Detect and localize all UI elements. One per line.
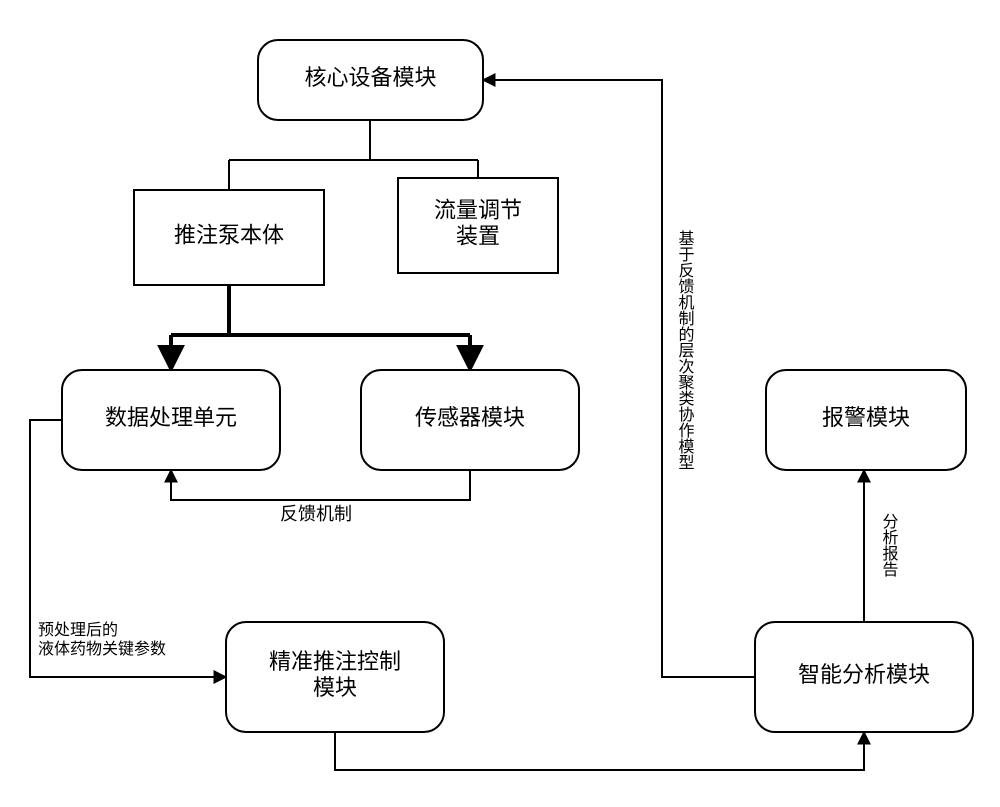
edge-label-preprocess-1: 预处理后的 — [38, 621, 118, 639]
node-label: 数据处理单元 — [105, 405, 237, 430]
node-label-2: 模块 — [313, 675, 357, 700]
node-flow-device: 流量调节 装置 — [398, 178, 558, 273]
edge-stem — [171, 285, 470, 335]
node-label: 推注泵本体 — [174, 223, 284, 248]
flowchart-canvas: 反馈机制 预处理后的 液体药物关键参数 分析报告 基于反馈机制的层次聚类协作模型… — [0, 0, 1000, 807]
edge-label-feedback: 反馈机制 — [280, 504, 352, 524]
node-label-1: 流量调节 — [434, 197, 522, 222]
node-label: 核心设备模块 — [304, 65, 436, 90]
node-label-2: 装置 — [456, 224, 500, 249]
node-sensor-module: 传感器模块 — [361, 370, 579, 470]
edge-label-report: 分析报告 — [880, 513, 899, 577]
node-alarm-module: 报警模块 — [766, 370, 966, 470]
node-label: 智能分析模块 — [798, 662, 930, 687]
edge-precise-to-smart — [335, 732, 864, 770]
node-data-unit: 数据处理单元 — [62, 370, 280, 470]
node-label: 传感器模块 — [415, 405, 525, 430]
node-pump-body: 推注泵本体 — [134, 190, 324, 285]
edge-path — [171, 470, 470, 500]
edge-path — [335, 732, 864, 770]
node-label-1: 精准推注控制 — [269, 649, 401, 674]
edge-pump-to-children — [171, 285, 470, 370]
edge-label-hierarchical: 基于反馈机制的层次聚类协作模型 — [676, 230, 695, 470]
node-core-module: 核心设备模块 — [258, 40, 483, 120]
edge-label-preprocess-2: 液体药物关键参数 — [38, 640, 166, 658]
node-precise-control: 精准推注控制 模块 — [226, 622, 444, 732]
node-label: 报警模块 — [822, 405, 910, 430]
edge-sensor-to-data: 反馈机制 — [171, 470, 470, 524]
edge-smart-to-alarm: 分析报告 — [864, 470, 899, 622]
node-smart-analysis: 智能分析模块 — [755, 622, 973, 732]
